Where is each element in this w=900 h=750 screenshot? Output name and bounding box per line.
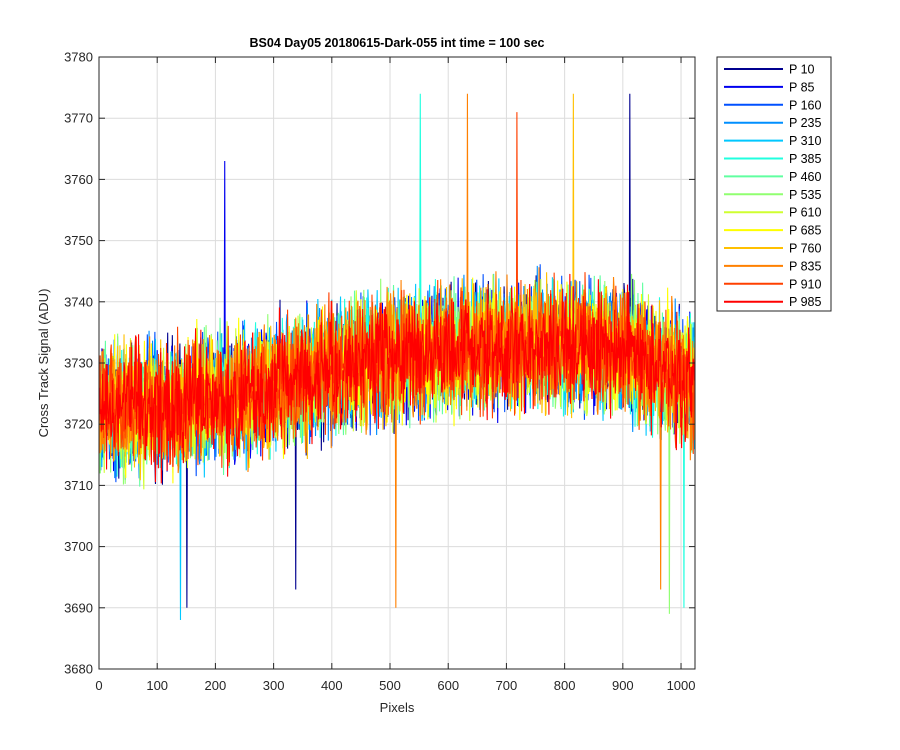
plot-area (98, 56, 696, 670)
legend-label: P 460 (789, 170, 821, 184)
x-tick-label: 1000 (667, 678, 696, 693)
x-tick-label: 800 (554, 678, 576, 693)
legend-label: P 985 (789, 295, 821, 309)
x-tick-label: 400 (321, 678, 343, 693)
legend-label: P 610 (789, 206, 821, 220)
x-tick-label: 700 (496, 678, 518, 693)
y-tick-label: 3680 (64, 662, 93, 677)
chart-title: BS04 Day05 20180615-Dark-055 int time = … (250, 36, 545, 50)
x-tick-label: 600 (437, 678, 459, 693)
y-axis-label: Cross Track Signal (ADU) (36, 289, 51, 438)
series-line (99, 273, 695, 484)
legend-label: P 910 (789, 277, 821, 291)
series-line (99, 112, 695, 468)
x-tick-label: 0 (95, 678, 102, 693)
series-layer (99, 93, 695, 621)
x-axis: 0 100 200 300 400 500 600 700 800 900 1000 (95, 57, 695, 693)
legend-label: P 160 (789, 98, 821, 112)
legend-label: P 85 (789, 80, 815, 94)
legend-label: P 760 (789, 242, 821, 256)
y-tick-label: 3710 (64, 478, 93, 493)
y-tick-label: 3760 (64, 172, 93, 187)
y-tick-label: 3690 (64, 600, 93, 615)
legend: P 10 P 85 P 160 P 235 P 310 P 385 P 460 P 535 P … (716, 56, 832, 312)
y-tick-label: 3750 (64, 233, 93, 248)
legend-label: P 535 (789, 188, 821, 202)
legend-label: P 310 (789, 134, 821, 148)
y-tick-label: 3740 (64, 294, 93, 309)
y-tick-label: 3720 (64, 417, 93, 432)
legend-box (716, 56, 832, 312)
y-tick-label: 3770 (64, 111, 93, 126)
legend-label: P 385 (789, 152, 821, 166)
legend-items: P 10 P 85 P 160 P 235 P 310 P 385 P 460 P 535 P … (724, 63, 821, 309)
legend-label: P 685 (789, 224, 821, 238)
x-axis-label: Pixels (380, 700, 415, 715)
y-tick-label: 3780 (64, 50, 93, 65)
x-tick-label: 900 (612, 678, 634, 693)
x-tick-label: 200 (205, 678, 227, 693)
x-tick-label: 500 (379, 678, 401, 693)
y-tick-label: 3700 (64, 539, 93, 554)
legend-label: P 10 (789, 63, 815, 77)
x-tick-label: 100 (146, 678, 168, 693)
y-axis: 3680 3690 3700 3710 3720 3730 3740 3750 3760 3770… (64, 50, 695, 677)
x-tick-label: 300 (263, 678, 285, 693)
legend-label: P 235 (789, 116, 821, 130)
y-tick-label: 3730 (64, 356, 93, 371)
legend-label: P 835 (789, 259, 821, 273)
